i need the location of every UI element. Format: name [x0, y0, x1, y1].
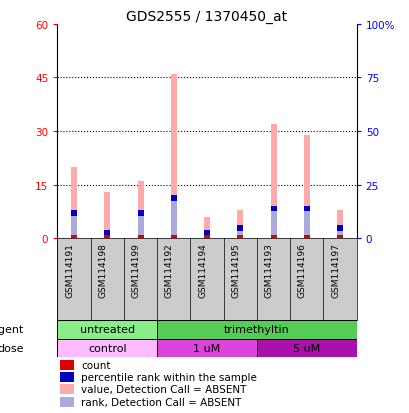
Bar [336, 210, 342, 239]
Bar [104, 235, 110, 239]
Bar [237, 235, 243, 239]
Text: dose: dose [0, 343, 24, 353]
Bar [336, 235, 342, 239]
Bar [57, 320, 157, 339]
Bar [204, 217, 209, 239]
Bar [270, 125, 276, 239]
Bar [270, 235, 276, 239]
Bar [137, 211, 143, 216]
Bar [60, 384, 74, 394]
Bar [237, 210, 243, 239]
Bar [171, 235, 176, 239]
Bar [204, 230, 209, 239]
Bar [171, 196, 176, 201]
Bar [137, 235, 143, 239]
Bar [303, 135, 309, 239]
Text: GSM114191: GSM114191 [65, 243, 74, 297]
Bar [303, 235, 309, 239]
Text: untreated: untreated [79, 324, 135, 334]
Bar [60, 396, 74, 407]
Text: GSM114194: GSM114194 [198, 243, 207, 297]
Bar [71, 235, 77, 239]
Bar [60, 360, 74, 370]
Text: rank, Detection Call = ABSENT: rank, Detection Call = ABSENT [81, 397, 241, 407]
Bar [104, 230, 110, 235]
Bar [57, 339, 157, 358]
Bar [171, 75, 176, 239]
Title: GDS2555 / 1370450_at: GDS2555 / 1370450_at [126, 10, 287, 24]
Text: GSM114197: GSM114197 [330, 243, 339, 297]
Text: value, Detection Call = ABSENT: value, Detection Call = ABSENT [81, 385, 246, 394]
Bar [60, 372, 74, 382]
Bar [204, 230, 209, 235]
Text: agent: agent [0, 324, 24, 334]
Bar [71, 211, 77, 239]
Bar [237, 226, 243, 231]
Bar [336, 226, 342, 239]
Bar [171, 196, 176, 239]
Text: 5 uM: 5 uM [292, 343, 320, 353]
Bar [71, 167, 77, 239]
Text: GSM114195: GSM114195 [231, 243, 240, 297]
Bar [237, 226, 243, 239]
Bar [270, 206, 276, 212]
Text: 1 uM: 1 uM [193, 343, 220, 353]
Bar [157, 320, 356, 339]
Text: GSM114198: GSM114198 [98, 243, 107, 297]
Text: GSM114199: GSM114199 [131, 243, 140, 297]
Bar [71, 211, 77, 216]
Bar [303, 206, 309, 212]
Bar [104, 192, 110, 239]
Bar [204, 235, 209, 239]
Bar [303, 206, 309, 239]
Bar [137, 211, 143, 239]
Text: GSM114193: GSM114193 [264, 243, 273, 297]
Bar [137, 182, 143, 239]
Bar [256, 339, 356, 358]
Bar [157, 339, 256, 358]
Text: count: count [81, 360, 110, 370]
Bar [104, 230, 110, 239]
Text: GSM114196: GSM114196 [297, 243, 306, 297]
Text: GSM114192: GSM114192 [164, 243, 173, 297]
Bar [270, 206, 276, 239]
Text: trimethyltin: trimethyltin [223, 324, 289, 334]
Text: percentile rank within the sample: percentile rank within the sample [81, 372, 256, 382]
Text: control: control [88, 343, 126, 353]
Bar [336, 226, 342, 231]
